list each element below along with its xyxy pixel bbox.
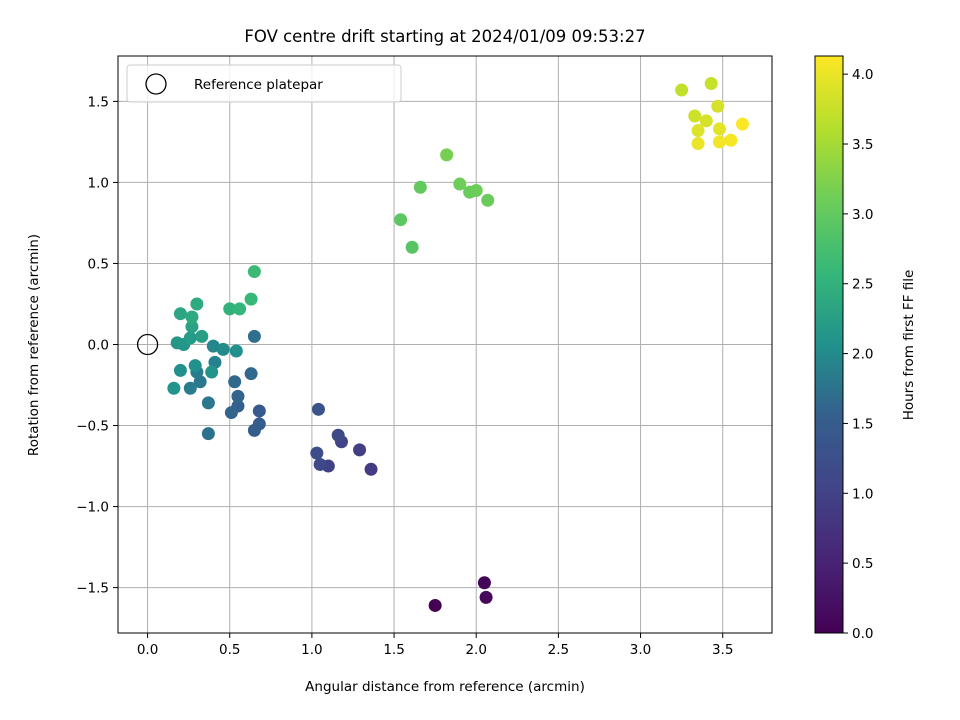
data-point (313, 457, 327, 471)
data-point (353, 443, 367, 457)
data-point (188, 359, 202, 373)
chart-title: FOV centre drift starting at 2024/01/09 … (244, 27, 645, 46)
data-point (440, 148, 454, 162)
data-point (712, 135, 726, 149)
data-point (247, 265, 261, 279)
data-point (244, 292, 258, 306)
data-point (699, 114, 713, 128)
data-point (675, 83, 689, 97)
y-tick-label: 0.5 (88, 256, 109, 272)
data-point (216, 342, 230, 356)
data-point (364, 462, 378, 476)
data-point (224, 406, 238, 420)
data-point (477, 576, 491, 590)
x-tick-label: 3.5 (712, 642, 733, 658)
colorbar-tick-label: 1.0 (852, 486, 873, 502)
colorbar-tick-label: 0.0 (852, 626, 873, 642)
data-points (167, 77, 749, 612)
data-point (183, 381, 197, 395)
reference-point-marker (136, 333, 159, 356)
data-point (170, 336, 184, 350)
y-tick-label: 0.0 (88, 338, 109, 354)
data-point (688, 109, 702, 123)
data-point (229, 344, 243, 358)
y-tick-label: −1.5 (76, 581, 109, 597)
colorbar-ticks: 0.0 0.5 1.0 1.5 2.0 2.5 3.0 3.5 4.0 (843, 67, 873, 642)
data-point (205, 365, 219, 379)
y-tick-label: 1.0 (88, 175, 109, 191)
x-tick-label: 1.0 (301, 642, 322, 658)
colorbar-frame (814, 55, 844, 634)
x-tick-label: 0.5 (219, 642, 240, 658)
colorbar-tick-label: 2.0 (852, 347, 873, 363)
data-point (691, 137, 705, 151)
data-point (167, 381, 181, 395)
x-tick-label: 1.5 (383, 642, 404, 658)
data-point (231, 389, 245, 403)
data-point (247, 329, 261, 343)
y-tick-label: −0.5 (76, 419, 109, 435)
data-point (185, 310, 199, 324)
data-point (479, 590, 493, 604)
data-point (310, 446, 324, 460)
x-axis-label: Angular distance from reference (arcmin) (305, 679, 585, 695)
data-point (735, 117, 749, 131)
x-axis-ticks: 0.0 0.5 1.0 1.5 2.0 2.5 3.0 3.5 (137, 633, 733, 658)
x-tick-label: 2.5 (548, 642, 569, 658)
data-point (394, 213, 408, 227)
data-point (228, 375, 242, 389)
data-point (724, 133, 738, 147)
data-point (190, 297, 204, 311)
data-point (428, 598, 442, 612)
colorbar-tick-label: 1.5 (852, 416, 873, 432)
data-point (195, 329, 209, 343)
data-point (331, 428, 345, 442)
legend-label: Reference platepar (194, 77, 323, 93)
y-axis-ticks: −1.5 −1.0 −0.5 0.0 0.5 1.0 1.5 (76, 94, 118, 597)
colorbar-tick-label: 3.0 (852, 207, 873, 223)
x-tick-label: 2.0 (465, 642, 486, 658)
data-point (453, 177, 467, 191)
data-point (201, 396, 215, 410)
data-point (185, 320, 199, 334)
data-point (469, 184, 483, 198)
y-tick-label: 1.5 (88, 94, 109, 110)
data-point (247, 423, 261, 437)
data-point (413, 180, 427, 194)
x-tick-label: 0.0 (137, 642, 158, 658)
colorbar-tick-label: 2.5 (852, 277, 873, 293)
data-point (183, 331, 197, 345)
data-point (405, 240, 419, 254)
data-point (173, 363, 187, 377)
data-point (201, 427, 215, 441)
colorbar-label: Hours from first FF file (901, 270, 917, 421)
data-point (704, 77, 718, 91)
data-point (252, 404, 266, 418)
colorbar-tick-label: 0.5 (852, 556, 873, 572)
colorbar (815, 56, 843, 633)
legend: Reference platepar (126, 64, 402, 103)
x-tick-label: 3.0 (630, 642, 651, 658)
y-axis-label: Rotation from reference (arcmin) (26, 234, 42, 456)
data-point (481, 193, 495, 207)
data-point (244, 367, 258, 381)
data-point (712, 122, 726, 136)
data-point (711, 99, 725, 113)
colorbar-tick-label: 4.0 (852, 67, 873, 83)
legend-marker (145, 73, 167, 95)
data-point (173, 307, 187, 321)
legend-box (126, 64, 402, 103)
data-point (691, 124, 705, 138)
data-point (311, 402, 325, 416)
data-point (233, 302, 247, 316)
colorbar-tick-label: 3.5 (852, 137, 873, 153)
data-point (206, 339, 220, 353)
data-point (223, 302, 237, 316)
y-tick-label: −1.0 (76, 500, 109, 516)
